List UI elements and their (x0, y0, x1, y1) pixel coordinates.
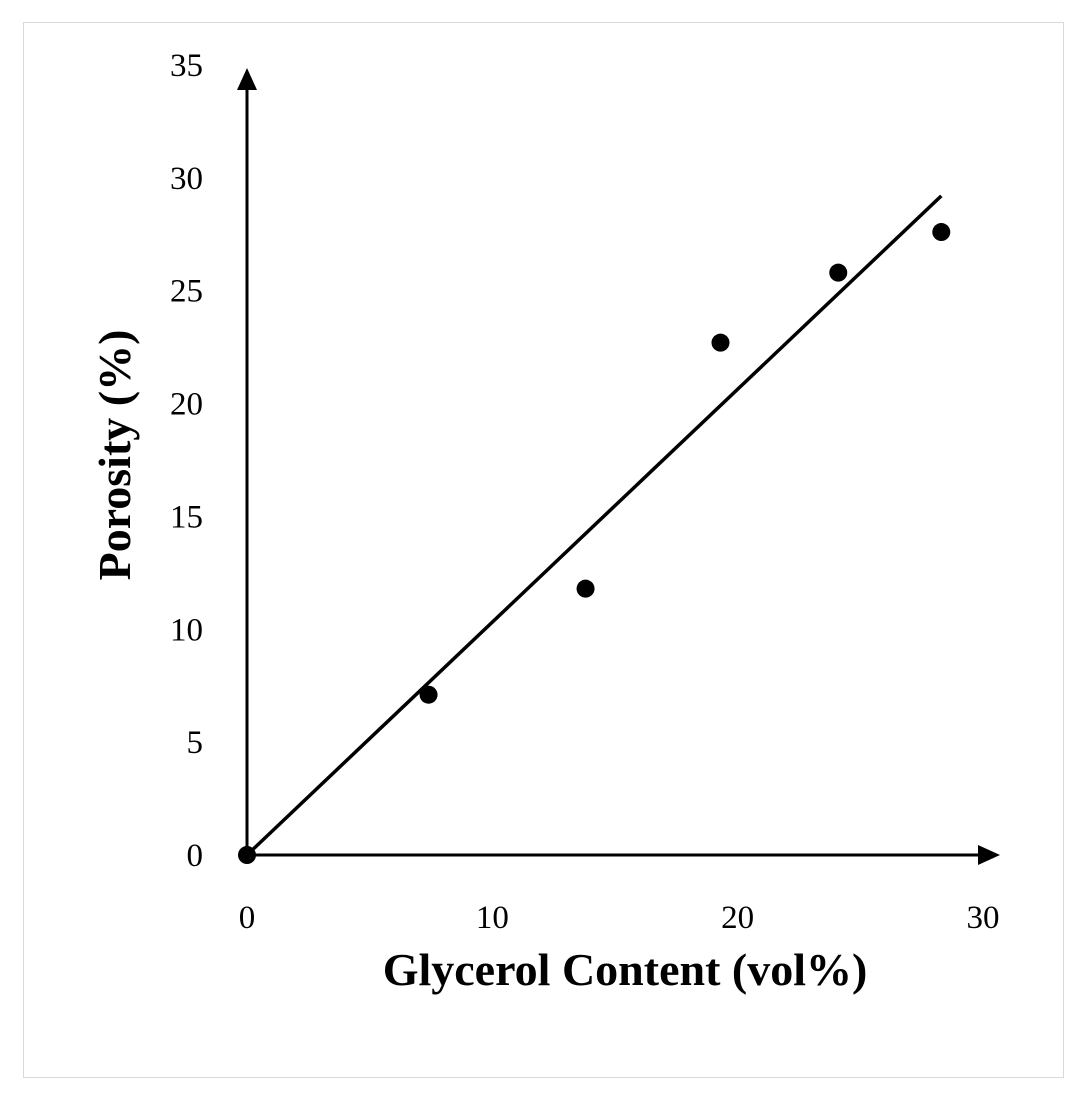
data-points (238, 223, 951, 864)
data-point (419, 685, 438, 704)
y-tick-label: 35 (170, 48, 203, 84)
x-tick-label: 0 (239, 900, 256, 936)
axes (237, 68, 1000, 865)
y-tick-label: 0 (187, 838, 204, 874)
y-tick-labels: 0 5 10 15 20 25 30 35 (170, 48, 203, 874)
x-axis-title: Glycerol Content (vol%) (383, 944, 868, 995)
y-axis-title: Porosity (%) (89, 330, 140, 581)
y-tick-label: 15 (170, 499, 203, 535)
x-tick-label: 30 (967, 900, 1000, 936)
data-point (932, 223, 951, 242)
trendline (245, 194, 943, 857)
trendline-group (245, 194, 943, 857)
data-point (829, 263, 848, 282)
y-axis-arrow (237, 68, 257, 90)
data-point (711, 333, 730, 352)
x-axis-arrow (978, 845, 1000, 865)
x-tick-label: 10 (476, 900, 509, 936)
y-tick-label: 25 (170, 274, 203, 310)
y-tick-label: 30 (170, 161, 203, 197)
x-tick-label: 20 (721, 900, 754, 936)
y-tick-label: 5 (187, 725, 204, 761)
data-point (238, 846, 256, 864)
y-tick-label: 10 (170, 612, 203, 648)
y-tick-label: 20 (170, 387, 203, 423)
x-tick-labels: 0 10 20 30 (239, 900, 1000, 936)
data-point (576, 579, 595, 598)
figure-frame (23, 22, 1064, 1078)
